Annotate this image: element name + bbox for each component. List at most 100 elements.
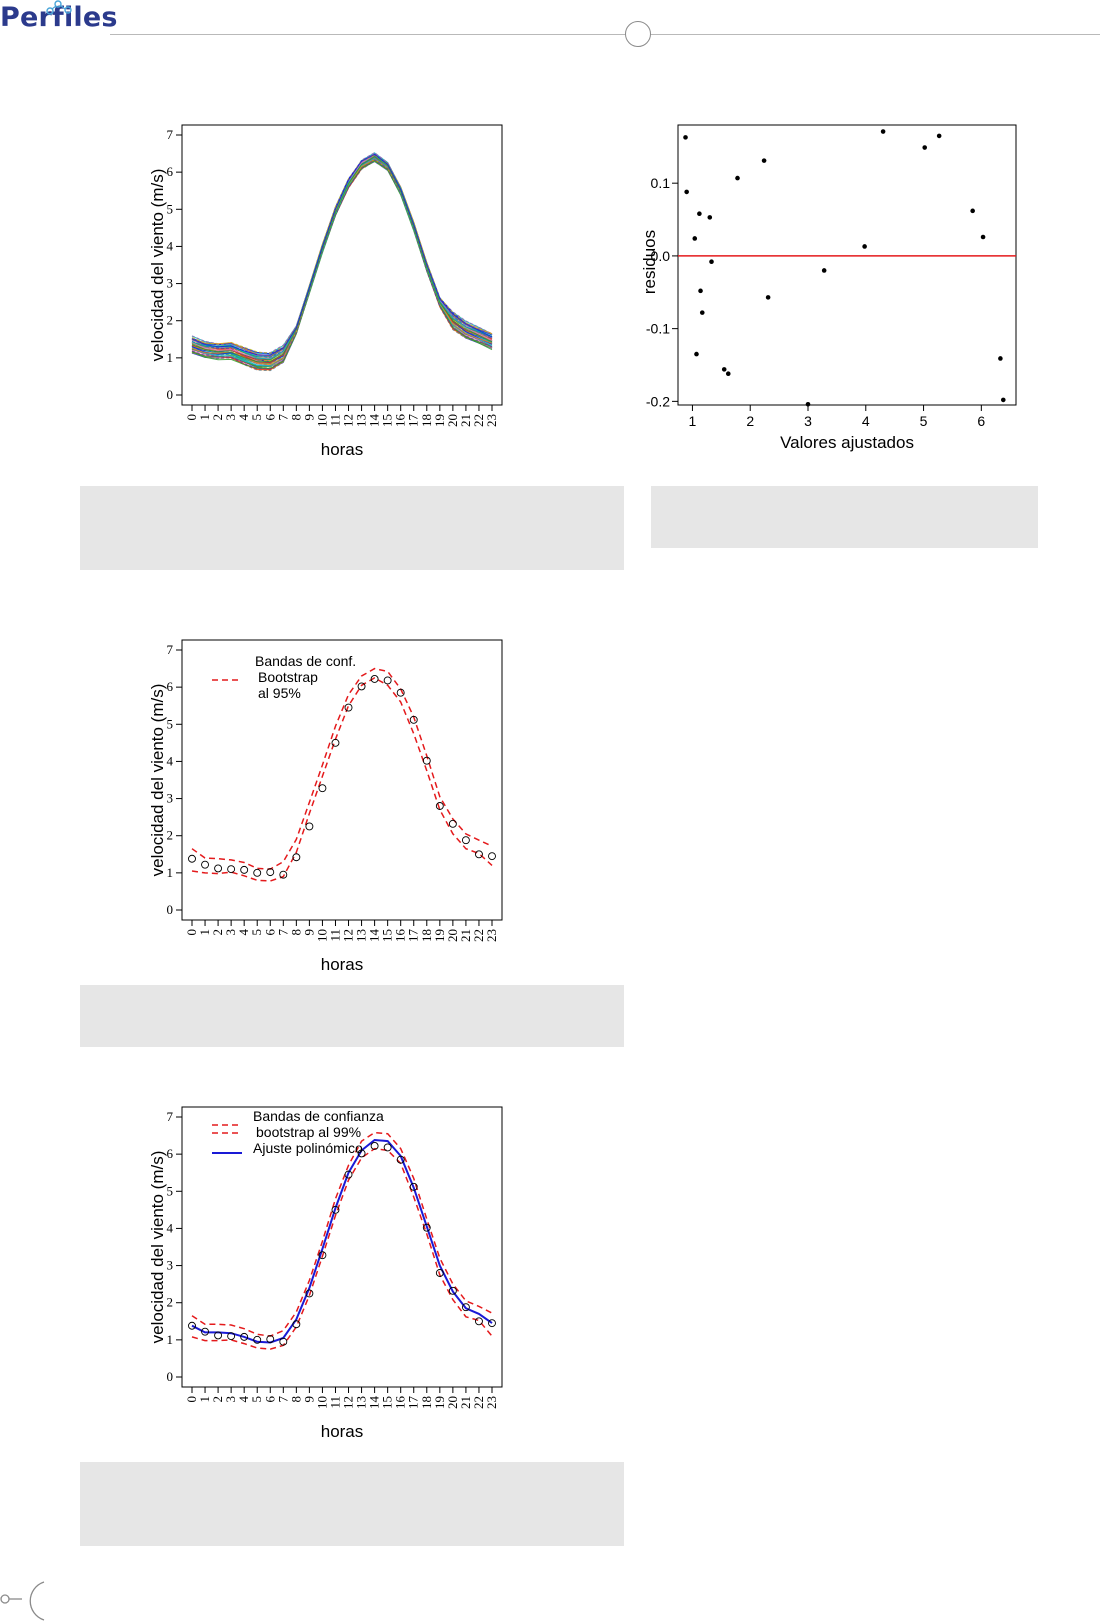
observed-point (383, 676, 392, 685)
observed-point (240, 1332, 249, 1341)
x-tick-label: 1 (197, 414, 212, 421)
curve-line (191, 157, 493, 363)
observed-point (488, 1319, 496, 1328)
x-tick-label: 15 (380, 1396, 395, 1409)
x-tick-label: 7 (275, 1396, 290, 1403)
residual-point (721, 367, 727, 372)
curve-line (191, 155, 493, 360)
x-tick-label: 13 (354, 414, 369, 427)
curve-line (191, 153, 493, 354)
caption-box-2 (651, 486, 1038, 548)
plot-frame (181, 1106, 503, 1388)
curve-line (191, 156, 493, 361)
y-axis-label: residuos (640, 230, 659, 294)
curve-line (191, 159, 493, 366)
curve-line (191, 159, 493, 367)
observed-point (318, 1251, 327, 1260)
observed-point (448, 819, 457, 828)
observed-point (461, 836, 470, 845)
observed-point (227, 865, 236, 874)
observed-point (266, 1335, 275, 1344)
curve-line (191, 159, 493, 370)
header-divider (110, 34, 1100, 35)
x-tick-label: 21 (458, 414, 473, 427)
curve-line (191, 152, 493, 354)
x-tick-label: 4 (236, 414, 251, 421)
residual-point (805, 401, 811, 407)
x-tick-label: 19 (432, 929, 447, 942)
x-tick-label: 11 (327, 414, 342, 427)
x-axis-label: Valores ajustados (780, 433, 914, 452)
y-tick-label: 0.0 (651, 248, 671, 264)
x-axis-label: horas (321, 955, 364, 974)
curve-line (191, 157, 493, 362)
curve-line (191, 153, 493, 355)
x-tick-label: 2 (210, 1396, 225, 1403)
observed-point (201, 1327, 209, 1336)
y-tick-label: 0 (167, 1369, 174, 1384)
x-tick-label: 15 (380, 414, 395, 427)
curve-line (191, 153, 493, 357)
footer-ornament-icon (0, 1581, 45, 1621)
x-tick-label: 12 (341, 929, 356, 942)
y-axis-label: velocidad del viento (m/s) (148, 169, 167, 362)
x-tick-label: 4 (862, 413, 870, 429)
observed-point (344, 1170, 353, 1179)
x-tick-label: 5 (249, 929, 264, 936)
residual-point (694, 351, 699, 357)
x-tick-label: 19 (432, 414, 447, 427)
chart-residuals: -0.2 -0.1 0.0 0.1 1 2 3 4 5 6 Valores ajustados res… (640, 115, 1040, 470)
observed-point (383, 1143, 392, 1152)
x-tick-label: 17 (406, 929, 421, 943)
residual-point (683, 135, 688, 140)
y-tick-label: 2 (167, 1295, 174, 1310)
residual-point (970, 208, 975, 214)
residual-point (980, 234, 986, 240)
chart-curves-svg: 0123456701234567891011121314151617181920… (148, 124, 503, 459)
x-tick-label: 15 (380, 929, 395, 942)
y-tick-label: 1 (167, 865, 174, 880)
observed-point (305, 822, 314, 831)
curve-line (191, 157, 493, 363)
chart-bands99-svg: 0123456701234567891011121314151617181920… (148, 1106, 503, 1441)
x-tick-label: 2 (746, 413, 754, 429)
observed-point (357, 1149, 366, 1158)
x-tick-label: 16 (393, 414, 408, 428)
x-tick-label: 3 (804, 413, 812, 429)
x-tick-label: 16 (393, 1396, 408, 1410)
curve-line (191, 159, 493, 369)
x-tick-label: 6 (977, 413, 985, 429)
x-tick-label: 7 (275, 414, 290, 421)
legend-label: al 95% (258, 685, 301, 701)
curve-line (191, 157, 493, 364)
upper-band-line (191, 1131, 493, 1337)
x-tick-label: 0 (184, 414, 199, 421)
x-tick-label: 6 (262, 414, 277, 421)
x-tick-label: 17 (406, 1396, 421, 1410)
residual-point (761, 158, 767, 163)
curve-line (191, 156, 493, 365)
curve-line (191, 156, 493, 364)
curve-line (191, 158, 493, 368)
residual-point (922, 145, 928, 150)
y-axis-label: velocidad del viento (m/s) (148, 1151, 167, 1344)
curve-line (191, 154, 493, 357)
observed-point (214, 1331, 223, 1340)
observed-point (396, 688, 405, 697)
curve-line (191, 158, 493, 367)
observed-point (448, 1286, 457, 1295)
x-tick-label: 14 (367, 414, 382, 428)
y-tick-label: 7 (167, 127, 174, 142)
observed-point (188, 854, 196, 863)
legend-label: Bandas de conf. (255, 653, 356, 669)
legend-label: Bootstrap (258, 669, 318, 685)
legend-label: Bandas de confianza (253, 1108, 384, 1124)
lower-band-line (191, 677, 493, 882)
x-tick-label: 10 (314, 414, 329, 427)
observed-point (214, 864, 223, 873)
observed-point (266, 868, 275, 877)
residual-point (862, 244, 867, 249)
residual-point (697, 211, 702, 217)
curve-line (191, 157, 493, 363)
x-tick-label: 2 (210, 929, 225, 936)
